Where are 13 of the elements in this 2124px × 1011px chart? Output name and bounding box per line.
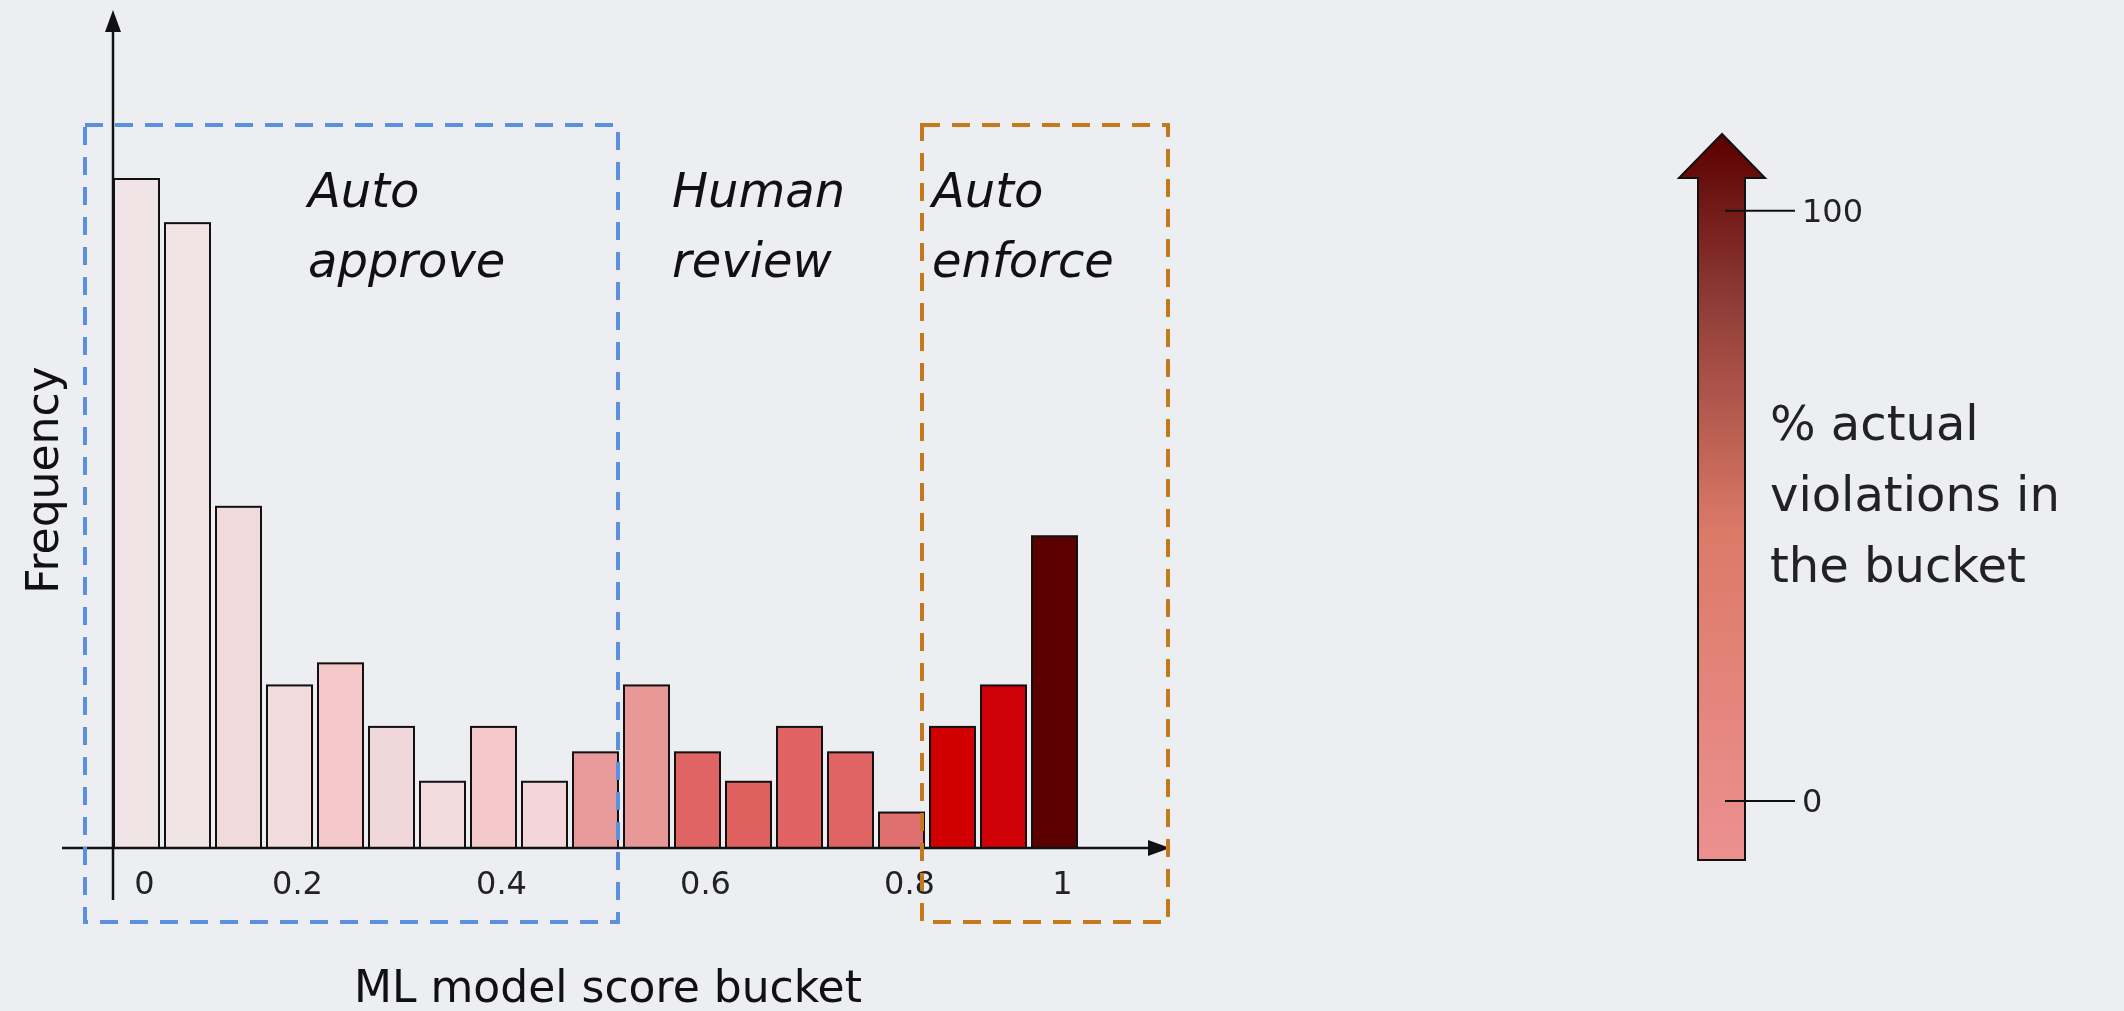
x-tick-label: 0 [134, 864, 155, 902]
x-tick-label: 1 [1052, 864, 1073, 902]
x-tick-label: 0.6 [680, 864, 731, 902]
color-bar-label: 100 [1802, 191, 1864, 230]
x-axis-title: ML model score bucket [354, 961, 862, 1011]
color-bar-title: % actual violations in the bucket [1770, 395, 2060, 593]
annotation: Human review [672, 162, 846, 288]
annotation: Auto approve [305, 162, 506, 288]
x-tick-label: 0.4 [476, 864, 527, 902]
color-bar-label: 0 [1802, 782, 1823, 821]
x-tick-label: 0.2 [272, 864, 323, 902]
annotation: Auto enforce [929, 162, 1114, 288]
y-axis-title: Frequency [17, 366, 68, 594]
